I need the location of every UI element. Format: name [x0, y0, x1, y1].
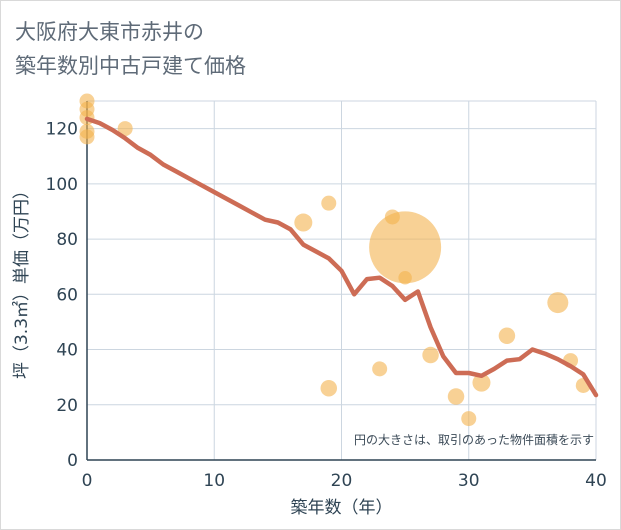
data-bubble	[472, 373, 491, 392]
data-bubble	[372, 361, 388, 377]
x-tick-label: 20	[331, 471, 353, 491]
axes	[86, 101, 596, 461]
data-bubble	[294, 213, 313, 232]
y-tick-label: 20	[56, 396, 78, 416]
x-tick-label: 10	[203, 471, 225, 491]
trend-line-group	[84, 116, 599, 398]
data-bubble	[320, 379, 338, 397]
data-bubble	[422, 346, 439, 364]
data-bubble	[547, 292, 569, 314]
data-bubble	[79, 129, 95, 145]
trend-line	[84, 116, 599, 398]
y-tick-label: 60	[56, 285, 78, 305]
chart-title-line-2: 築年数別中古戸建て価格	[15, 54, 246, 78]
y-tick-label: 0	[67, 451, 78, 471]
data-bubble	[461, 411, 477, 427]
x-tick-label: 0	[82, 471, 93, 491]
x-tick-label: 30	[458, 471, 480, 491]
y-tick-label: 120	[46, 120, 78, 140]
data-bubble	[369, 211, 442, 284]
data-bubble	[447, 388, 465, 405]
data-bubble	[398, 270, 412, 285]
x-axis-label: 築年数（年）	[291, 498, 393, 518]
data-bubble	[117, 121, 133, 137]
grid-lines	[87, 100, 597, 460]
chart-title-line-1: 大阪府大東市赤井の	[15, 20, 204, 44]
y-axis-label: 坪（3.3㎡）単価（万円）	[12, 182, 32, 379]
data-bubbles	[79, 93, 591, 427]
size-note: 円の大きさは、取引のあった物件面積を示す	[354, 432, 594, 447]
y-tick-label: 100	[46, 175, 78, 195]
data-bubble	[498, 327, 516, 344]
x-tick-label: 40	[585, 471, 607, 491]
chart-title: 大阪府大東市赤井の 築年数別中古戸建て価格	[15, 15, 246, 83]
y-tick-label: 40	[56, 341, 78, 361]
data-bubble	[321, 195, 337, 211]
axis-ticks: 0 10 20 30 40 0 20 40 60 80 100 120	[46, 120, 607, 491]
y-tick-label: 80	[56, 230, 78, 250]
